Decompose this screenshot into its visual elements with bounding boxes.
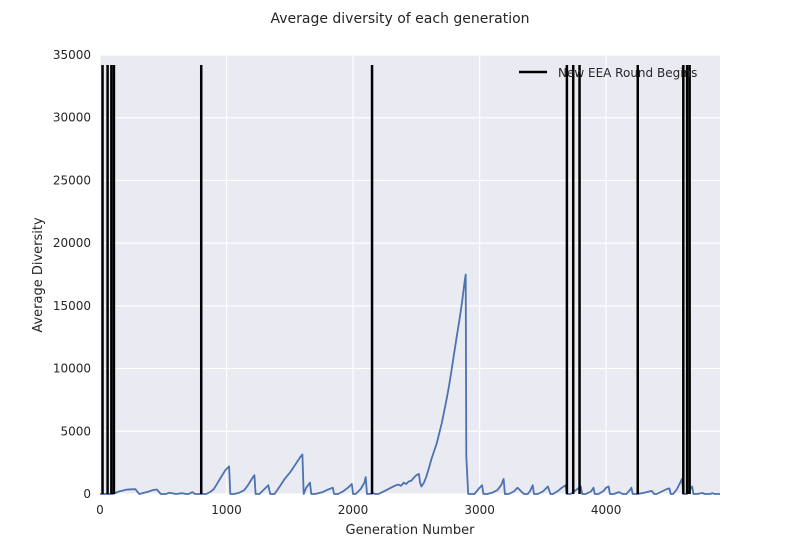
y-axis-label: Average Diversity	[31, 217, 46, 333]
tick-labels: 0 1000 2000 3000 4000 0 5000 10000 15000 20000 250…	[53, 48, 622, 517]
x-tick-label: 1000	[211, 503, 242, 517]
x-tick-label: 3000	[464, 503, 495, 517]
chart-title: Average diversity of each generation	[270, 11, 529, 27]
y-tick-label: 5000	[60, 424, 91, 438]
series-layer	[100, 273, 720, 495]
y-tick-label: 0	[83, 487, 91, 501]
legend-label: New EEA Round Begins	[558, 66, 697, 80]
x-axis-label: Generation Number	[346, 523, 476, 538]
plot-area	[100, 55, 720, 494]
y-tick-label: 30000	[53, 111, 91, 125]
y-tick-label: 20000	[53, 236, 91, 250]
x-tick-label: 4000	[591, 503, 622, 517]
y-tick-label: 15000	[53, 299, 91, 313]
x-tick-label: 2000	[338, 503, 369, 517]
y-tick-label: 10000	[53, 362, 91, 376]
y-tick-label: 25000	[53, 173, 91, 187]
legend: New EEA Round Begins	[519, 66, 697, 80]
x-tick-label: 0	[96, 503, 104, 517]
diversity-series-line	[100, 273, 720, 495]
round-markers	[101, 65, 691, 494]
y-tick-label: 35000	[53, 48, 91, 62]
